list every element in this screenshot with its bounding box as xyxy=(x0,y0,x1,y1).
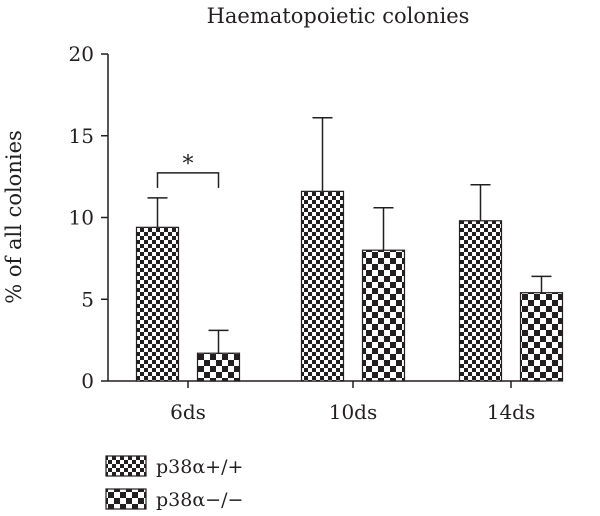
y-ticks: 0 5 10 15 20 xyxy=(69,42,108,393)
bar xyxy=(300,190,345,382)
annotations: * xyxy=(156,152,220,188)
bar xyxy=(135,226,180,382)
y-tick-label: 0 xyxy=(81,369,94,393)
y-tick-label: 20 xyxy=(69,42,94,66)
y-tick-label: 15 xyxy=(69,124,94,148)
bar xyxy=(196,352,241,382)
x-tick-label: 10ds xyxy=(329,400,378,424)
bars xyxy=(135,117,564,382)
significance-bracket xyxy=(156,172,220,188)
legend-label: p38α−/− xyxy=(156,489,243,511)
bar xyxy=(519,292,564,382)
y-axis-label: % of all colonies xyxy=(2,130,26,304)
legend-swatch xyxy=(105,455,147,477)
x-ticks: 6ds 10ds 14ds xyxy=(170,381,535,424)
legend: p38α+/+ p38α−/− xyxy=(105,455,243,511)
y-tick-label: 10 xyxy=(69,206,94,230)
legend-swatch xyxy=(105,488,147,510)
x-tick-label: 14ds xyxy=(487,400,536,424)
chart-title: Haematopoietic colonies xyxy=(207,4,470,28)
bar xyxy=(458,220,503,382)
legend-label: p38α+/+ xyxy=(156,456,243,478)
bar xyxy=(361,249,406,382)
significance-marker: * xyxy=(183,152,194,177)
y-tick-label: 5 xyxy=(81,287,94,311)
x-tick-label: 6ds xyxy=(170,400,206,424)
